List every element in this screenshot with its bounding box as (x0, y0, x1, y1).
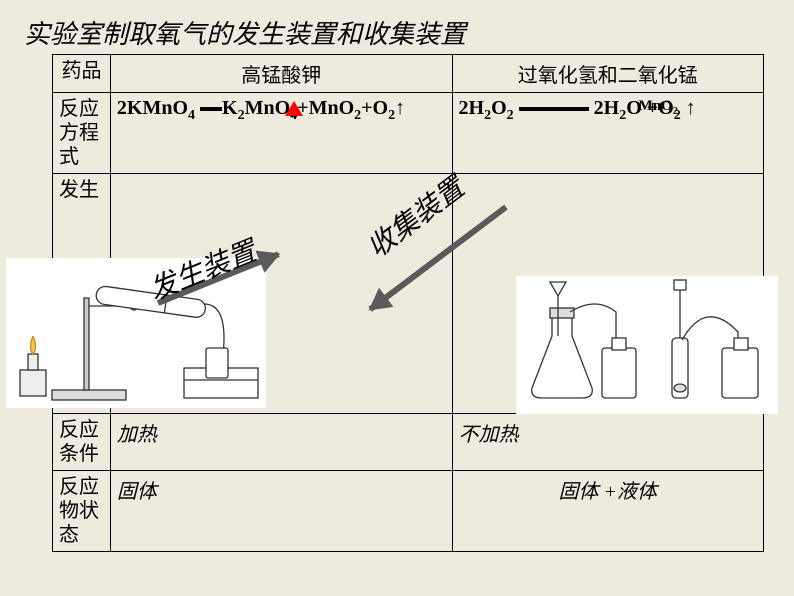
heat-triangle-icon (285, 101, 303, 116)
catalyst-label: MnO2 (639, 98, 678, 117)
cond1: 加热 (110, 414, 452, 471)
eq1: 2KMnO4 K2MnO4+MnO2+O2↑ (117, 97, 405, 119)
equation-row: 反应方程式 2KMnO4 K2MnO4+MnO2+O2↑ MnO2 2H2O2 … (53, 93, 764, 174)
condition-row: 反应条件 加热 不加热 (53, 414, 764, 471)
eq-label: 反应方程式 (53, 93, 111, 174)
state2: 固体 +液体 (452, 471, 763, 552)
hdr-col2: 高锰酸钾 (110, 55, 452, 93)
state-label: 反应物状态 (53, 471, 111, 552)
cond2: 不加热 (452, 414, 763, 471)
page-title: 实验室制取氧气的发生装置和收集装置 (24, 14, 466, 51)
apparatus-generator-diagram (516, 276, 778, 414)
hdr-col1: 药品 (53, 55, 111, 93)
eq1-cell: 2KMnO4 K2MnO4+MnO2+O2↑ (110, 93, 452, 174)
state-row: 反应物状态 固体 固体 +液体 (53, 471, 764, 552)
apparatus-heating-diagram (6, 258, 266, 408)
state1: 固体 (110, 471, 452, 552)
header-row: 药品 高锰酸钾 过氧化氢和二氧化锰 (53, 55, 764, 93)
eq2-cell: MnO2 2H2O2 2H2O +O2 ↑ (452, 93, 763, 174)
hdr-col3: 过氧化氢和二氧化锰 (452, 55, 763, 93)
cond-label: 反应条件 (53, 414, 111, 471)
